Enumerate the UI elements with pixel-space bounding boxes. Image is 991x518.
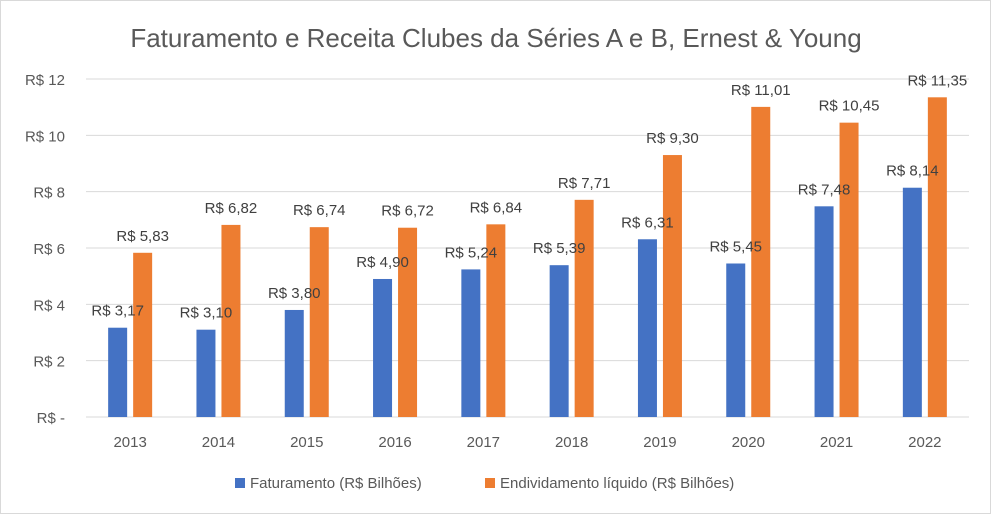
faturamento-bar <box>814 206 834 417</box>
endividamento-bar <box>486 224 506 417</box>
x-tick-label: 2022 <box>908 434 941 451</box>
y-tick-label: R$ 8 <box>33 185 65 202</box>
endividamento-data-label: R$ 10,45 <box>819 98 880 115</box>
endividamento-bar <box>839 122 859 418</box>
faturamento-data-label: R$ 5,45 <box>709 238 762 255</box>
x-tick-label: 2019 <box>643 434 676 451</box>
endividamento-bar <box>662 155 682 418</box>
endividamento-bar <box>927 97 947 417</box>
legend-swatch <box>485 478 495 488</box>
faturamento-data-label: R$ 4,90 <box>356 254 409 271</box>
faturamento-data-label: R$ 5,39 <box>533 240 586 257</box>
faturamento-data-label: R$ 3,17 <box>91 303 144 320</box>
y-tick-label: R$ 4 <box>33 297 65 314</box>
faturamento-bar <box>549 265 569 417</box>
gridlines <box>86 78 969 418</box>
faturamento-data-label: R$ 6,31 <box>621 214 674 231</box>
bars <box>108 97 947 418</box>
faturamento-bar <box>461 269 481 417</box>
data-labels: R$ 3,17 R$ 5,83 R$ 3,10 R$ 6,82 R$ 3,80 R$ 6,… <box>91 72 967 321</box>
faturamento-data-label: R$ 3,10 <box>180 305 233 322</box>
y-tick-label: R$ 12 <box>25 72 65 89</box>
faturamento-data-label: R$ 8,14 <box>886 163 939 180</box>
y-axis-tick-labels: R$ - R$ 2 R$ 4 R$ 6 R$ 8 R$ 10 R$ 12 <box>25 72 65 427</box>
faturamento-bar <box>284 309 304 417</box>
endividamento-data-label: R$ 6,72 <box>381 203 434 220</box>
x-tick-label: 2021 <box>820 434 853 451</box>
y-tick-label: R$ 2 <box>33 354 65 371</box>
x-tick-label: 2013 <box>113 434 146 451</box>
endividamento-data-label: R$ 11,01 <box>731 82 791 99</box>
y-tick-label: R$ 10 <box>25 128 65 145</box>
endividamento-data-label: R$ 11,35 <box>907 72 967 89</box>
endividamento-data-label: R$ 5,83 <box>116 228 169 245</box>
x-tick-label: 2020 <box>732 434 765 451</box>
chart-title: Faturamento e Receita Clubes da Séries A… <box>130 23 861 53</box>
endividamento-bar <box>398 227 418 417</box>
endividamento-data-label: R$ 7,71 <box>558 175 611 192</box>
x-tick-label: 2015 <box>290 434 323 451</box>
legend-label: Endividamento líquido (R$ Bilhões) <box>500 475 734 492</box>
faturamento-data-label: R$ 3,80 <box>268 285 321 302</box>
faturamento-bar <box>637 239 657 417</box>
faturamento-bar <box>902 187 922 417</box>
x-axis-tick-labels: 2013 2014 2015 2016 2017 2018 2019 2020 2021 2022 <box>113 434 941 451</box>
faturamento-bar <box>108 327 128 417</box>
x-tick-label: 2016 <box>378 434 411 451</box>
faturamento-bar <box>196 329 216 417</box>
legend-swatch <box>235 478 245 488</box>
x-tick-label: 2018 <box>555 434 588 451</box>
endividamento-data-label: R$ 6,82 <box>205 200 258 217</box>
x-tick-label: 2014 <box>202 434 235 451</box>
endividamento-data-label: R$ 6,84 <box>470 199 523 216</box>
endividamento-data-label: R$ 9,30 <box>646 130 699 147</box>
y-tick-label: R$ - <box>37 410 65 427</box>
endividamento-bar <box>751 106 771 417</box>
x-tick-label: 2017 <box>467 434 500 451</box>
faturamento-bar <box>726 263 746 417</box>
faturamento-bar <box>373 278 393 417</box>
endividamento-bar <box>309 227 329 417</box>
endividamento-bar <box>221 224 241 417</box>
endividamento-bar <box>133 252 153 417</box>
endividamento-bar <box>574 199 594 417</box>
y-tick-label: R$ 6 <box>33 241 65 258</box>
legend: Faturamento (R$ Bilhões) Endividamento lí… <box>235 475 734 492</box>
endividamento-data-label: R$ 6,74 <box>293 202 346 219</box>
legend-label: Faturamento (R$ Bilhões) <box>250 475 422 492</box>
faturamento-data-label: R$ 7,48 <box>798 181 851 198</box>
faturamento-data-label: R$ 5,24 <box>445 244 498 261</box>
